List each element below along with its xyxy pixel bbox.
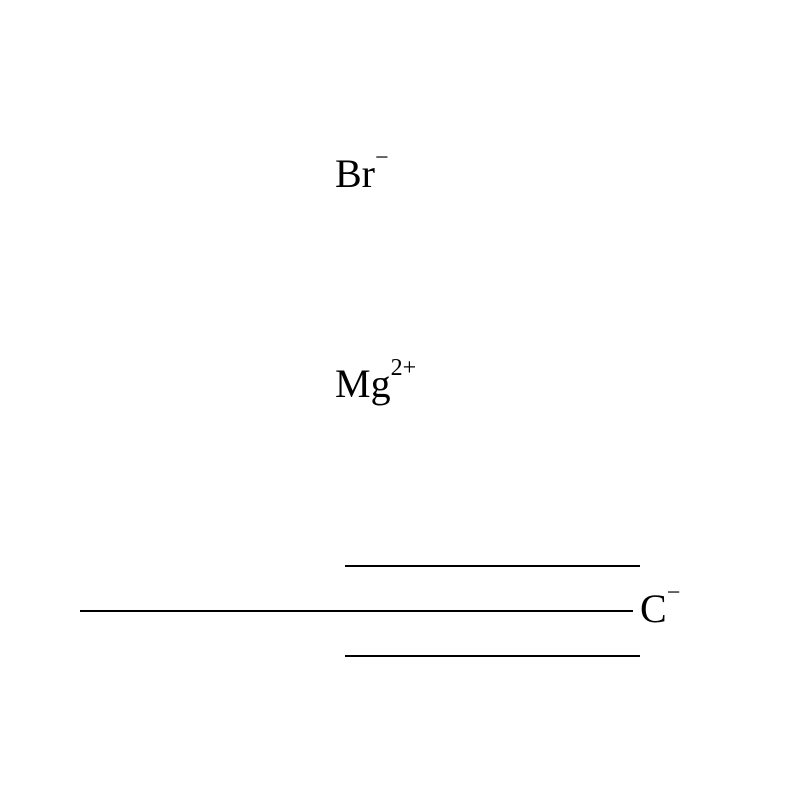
- carbide-charge: −: [667, 580, 681, 606]
- magnesium-label: Mg2+: [335, 360, 416, 407]
- bond-triple-bottom: [345, 655, 640, 657]
- bromide-charge: −: [375, 145, 389, 171]
- bromide-symbol: Br: [335, 151, 375, 196]
- magnesium-charge: 2+: [391, 355, 417, 381]
- carbide-label: C−: [640, 585, 680, 632]
- bromide-label: Br−: [335, 150, 389, 197]
- magnesium-symbol: Mg: [335, 361, 391, 406]
- bond-single: [80, 610, 633, 612]
- bond-triple-top: [345, 565, 640, 567]
- carbide-symbol: C: [640, 586, 667, 631]
